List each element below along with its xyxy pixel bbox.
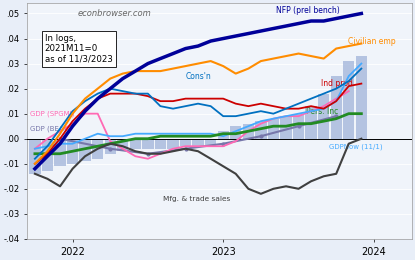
Bar <box>117 139 128 151</box>
Text: In logs,
2021M11=0
as of 11/3/2023: In logs, 2021M11=0 as of 11/3/2023 <box>45 34 112 64</box>
Bar <box>155 139 166 149</box>
Bar <box>243 124 254 139</box>
Bar <box>142 139 154 149</box>
Bar <box>217 131 229 139</box>
Text: Pers. Inc: Pers. Inc <box>306 107 338 116</box>
Bar <box>305 106 317 139</box>
Bar <box>356 56 367 139</box>
Bar <box>331 76 342 139</box>
Bar <box>318 94 330 139</box>
Bar <box>105 139 116 154</box>
Text: Civilian emp: Civilian emp <box>348 37 396 46</box>
Bar <box>230 126 242 139</box>
Bar <box>67 139 78 164</box>
Bar <box>293 114 304 139</box>
Bar <box>167 139 179 149</box>
Bar <box>180 139 191 146</box>
Text: Cons'n: Cons'n <box>186 72 211 81</box>
Bar <box>54 139 66 166</box>
Text: GDPNow (11/1): GDPNow (11/1) <box>329 144 382 150</box>
Text: econbrowser.com: econbrowser.com <box>77 9 151 18</box>
Text: GDP (SPGMI): GDP (SPGMI) <box>30 110 75 117</box>
Bar <box>205 139 216 146</box>
Text: Ind prod: Ind prod <box>321 79 353 88</box>
Bar <box>268 119 279 139</box>
Bar <box>29 139 41 174</box>
Text: Mfg. & trade sales: Mfg. & trade sales <box>163 196 230 202</box>
Text: GDP (BEA): GDP (BEA) <box>30 125 67 132</box>
Bar <box>193 139 204 146</box>
Bar <box>281 116 292 139</box>
Bar <box>92 139 103 159</box>
Bar <box>130 139 141 149</box>
Bar <box>42 139 53 171</box>
Bar <box>79 139 91 161</box>
Bar <box>255 121 266 139</box>
Bar <box>343 61 354 139</box>
Text: NFP (prel bench): NFP (prel bench) <box>276 6 340 15</box>
